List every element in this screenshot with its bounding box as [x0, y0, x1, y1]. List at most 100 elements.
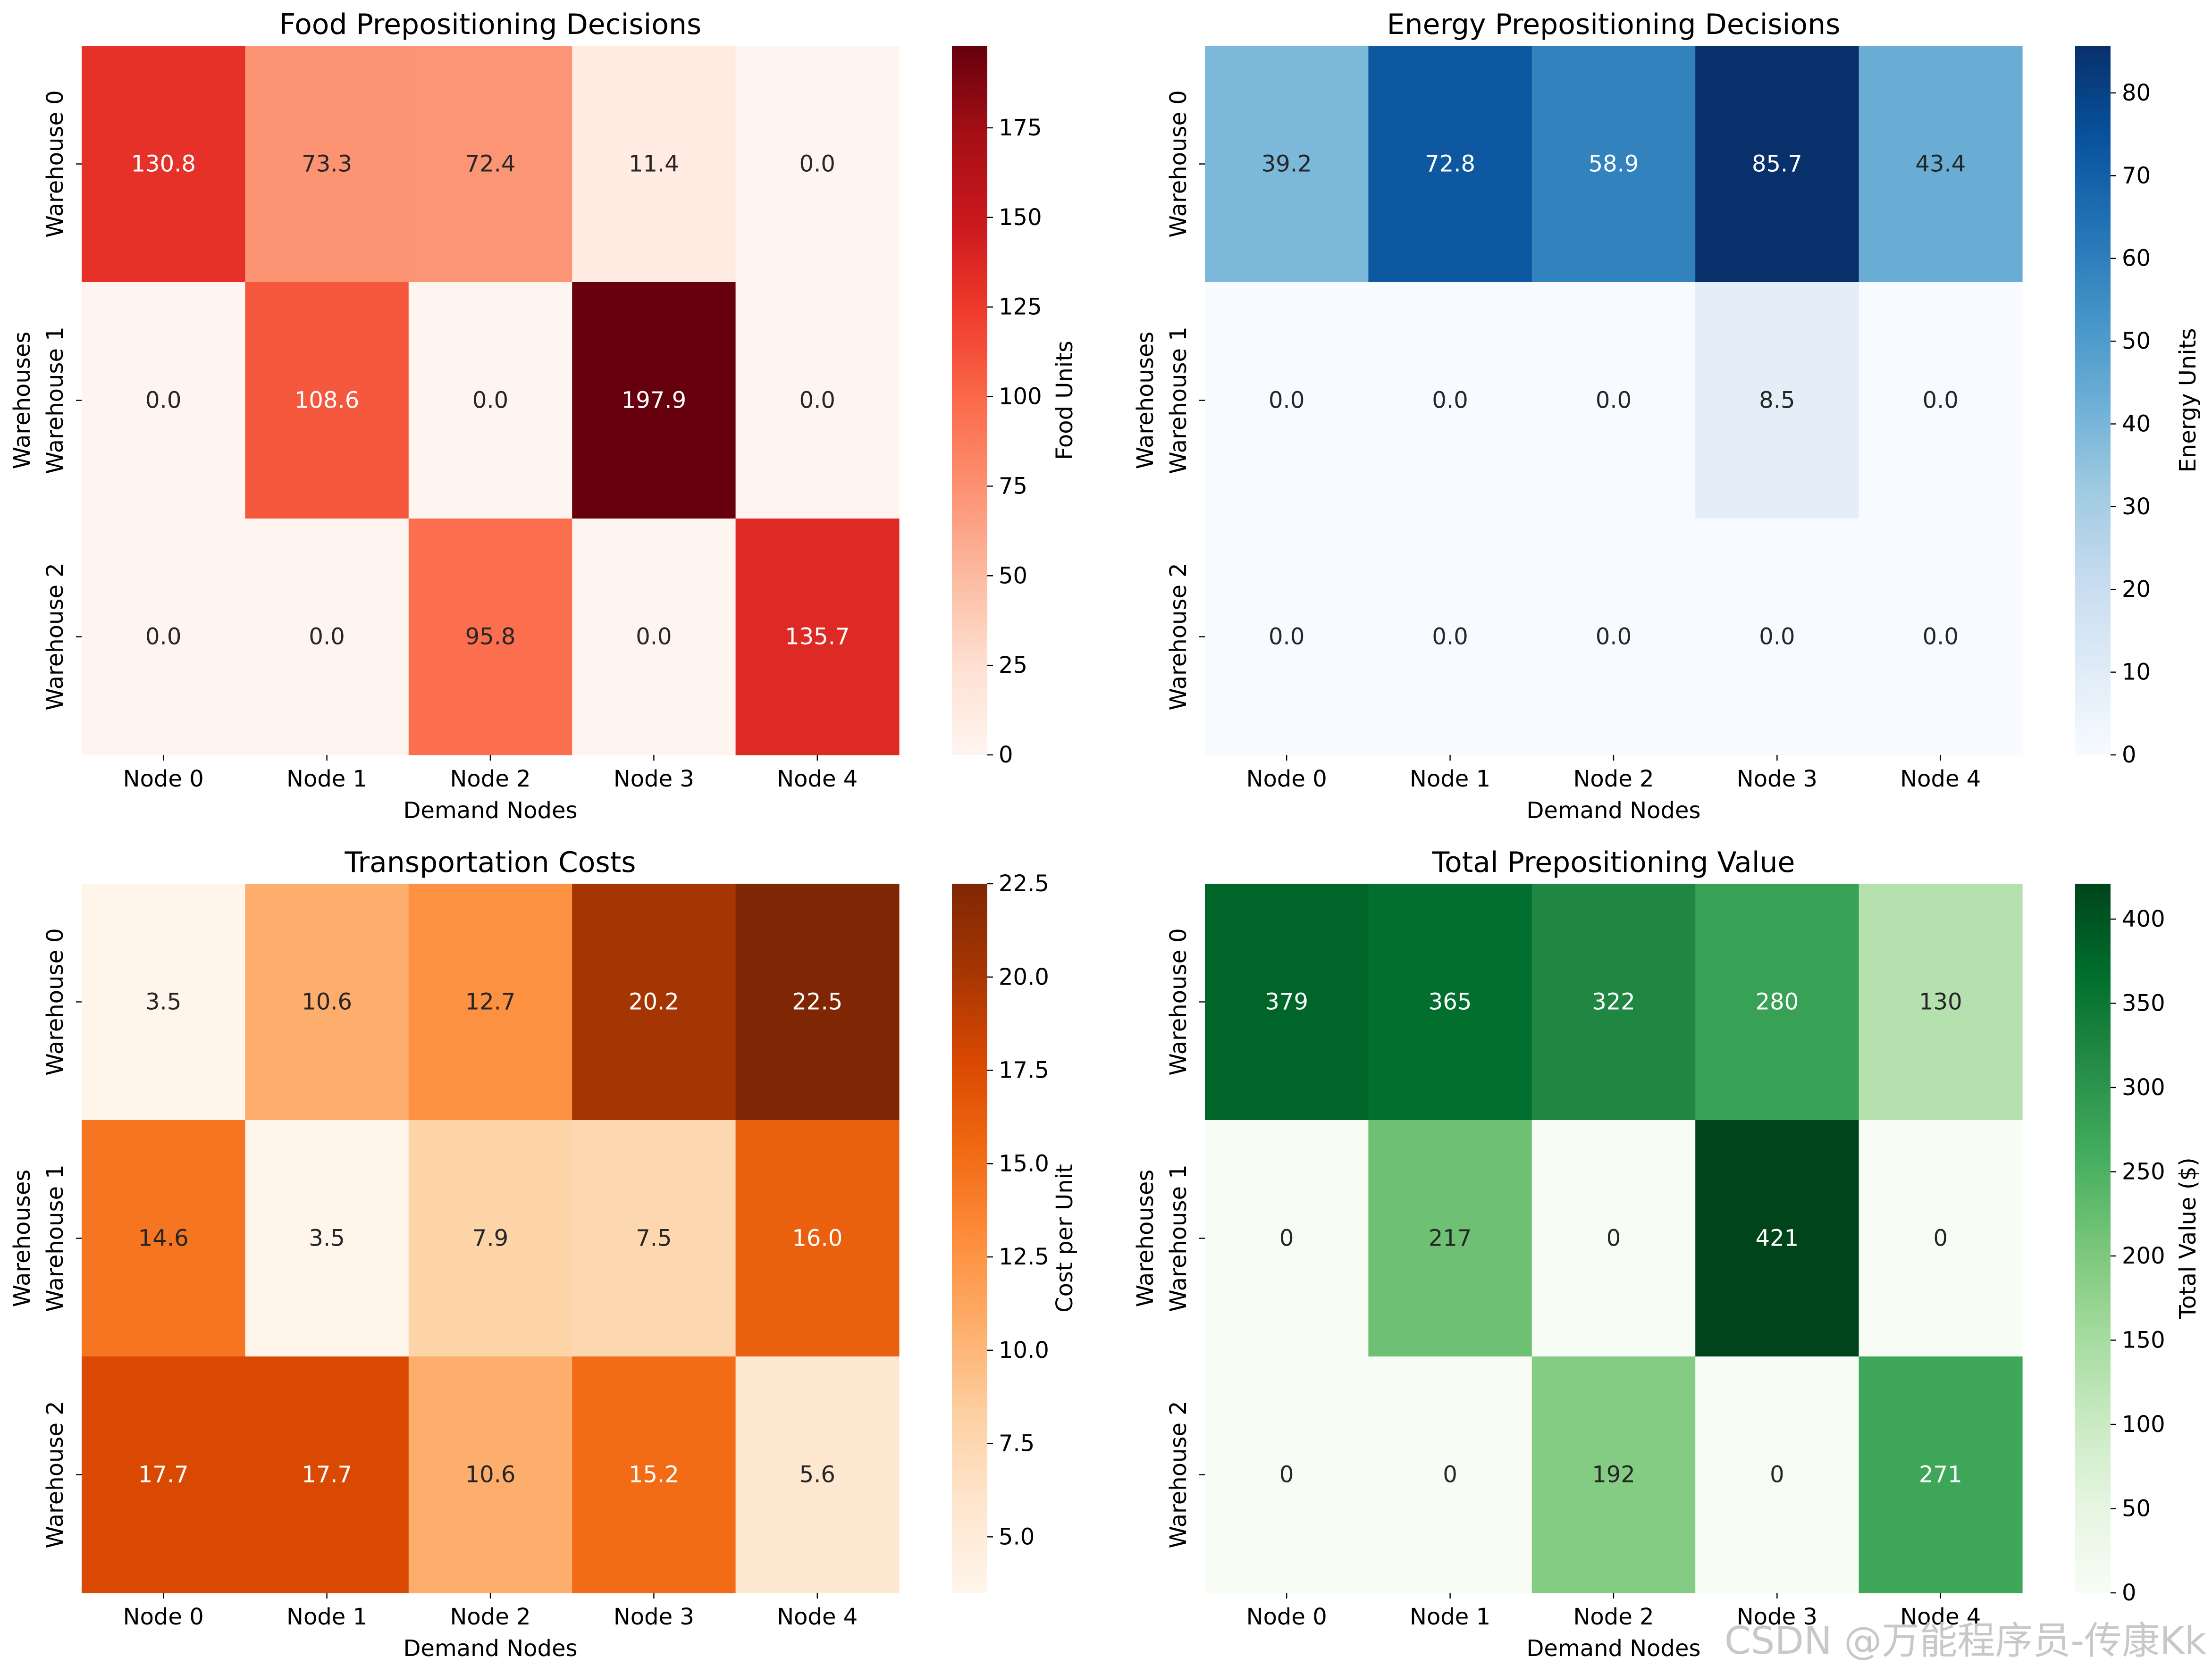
y-tick-label: Warehouse 2	[1165, 563, 1192, 711]
colorbar-tick-label: 0	[2122, 742, 2136, 768]
cell-value-label: 0.0	[1269, 387, 1304, 414]
y-tick-label: Warehouse 2	[1165, 1401, 1192, 1548]
heatmap-cell	[82, 1356, 245, 1593]
cell-value-label: 0.0	[1759, 624, 1795, 650]
heatmap-cell	[1859, 282, 2023, 519]
x-tick-label: Node 4	[1900, 1604, 1981, 1630]
heatmap-cell	[245, 282, 409, 519]
y-tick-label: Warehouse 1	[42, 1164, 68, 1312]
colorbar-tick-label: 200	[2122, 1243, 2165, 1269]
y-tick-label: Warehouse 1	[1165, 326, 1192, 474]
heatmap-cell	[1859, 884, 2023, 1121]
cell-value-label: 8.5	[1759, 387, 1795, 414]
cell-value-label: 135.7	[785, 624, 849, 650]
cell-value-label: 217	[1429, 1225, 1472, 1252]
cell-value-label: 130.8	[131, 151, 195, 177]
heatmap-cell	[1695, 519, 1859, 755]
x-tick-label: Node 3	[1737, 766, 1817, 792]
heatmap-cell	[1531, 1120, 1696, 1357]
colorbar-tick-label: 0	[2122, 1580, 2136, 1606]
cell-value-label: 12.7	[465, 989, 516, 1015]
cell-value-label: 0	[1279, 1462, 1294, 1488]
colorbar-tick-label: 50	[2122, 328, 2151, 354]
heatmap-cell	[245, 46, 409, 283]
heatmap-cell	[1368, 884, 1532, 1121]
heatmap-cell	[82, 282, 245, 519]
x-tick-label: Node 2	[450, 766, 530, 792]
cell-value-label: 0.0	[1923, 387, 1959, 414]
y-tick-label: Warehouse 0	[1165, 928, 1192, 1076]
cell-value-label: 7.9	[472, 1225, 508, 1252]
cell-value-label: 192	[1592, 1462, 1635, 1488]
cell-value-label: 0.0	[145, 387, 181, 414]
panel-title: Total Prepositioning Value	[1432, 846, 1795, 879]
cell-value-label: 17.7	[302, 1462, 352, 1488]
heatmap-cell	[735, 1120, 900, 1357]
colorbar-tick-label: 250	[2122, 1158, 2165, 1185]
colorbar-label: Food Units	[1051, 341, 1078, 460]
panel-title: Food Prepositioning Decisions	[279, 8, 702, 41]
y-tick-label: Warehouse 1	[42, 326, 68, 474]
cell-value-label: 421	[1756, 1225, 1799, 1252]
colorbar-tick-label: 0	[999, 742, 1013, 768]
colorbar-tick-label: 22.5	[999, 870, 1049, 897]
colorbar-tick-label: 10	[2122, 659, 2151, 686]
heatmap-cell	[1531, 519, 1696, 755]
y-axis-label: Warehouses	[1132, 332, 1159, 469]
cell-value-label: 0.0	[799, 151, 835, 177]
cell-value-label: 0	[1443, 1462, 1457, 1488]
y-tick-label: Warehouse 1	[1165, 1164, 1192, 1312]
colorbar-tick-label: 100	[2122, 1411, 2165, 1438]
colorbar-tick-label: 150	[2122, 1327, 2165, 1353]
heatmap-cell	[408, 1120, 572, 1357]
heatmap-cell	[1859, 46, 2023, 283]
panel-title: Energy Prepositioning Decisions	[1387, 8, 1841, 41]
colorbar-tick-label: 60	[2122, 245, 2151, 272]
heatmap-cell	[1368, 46, 1532, 283]
heatmap-cell	[735, 282, 900, 519]
colorbar-tick-label: 5.0	[999, 1523, 1035, 1550]
heatmap-cell	[1695, 1356, 1859, 1593]
colorbar-tick-label: 100	[999, 384, 1042, 410]
y-tick-label: Warehouse 0	[42, 90, 68, 238]
colorbar-label: Cost per Unit	[1051, 1164, 1078, 1313]
colorbar	[952, 46, 987, 755]
heatmap-cell	[735, 46, 900, 283]
heatmap-cell	[1205, 884, 1369, 1121]
heatmap-cell	[572, 1120, 736, 1357]
colorbar-tick-label: 70	[2122, 162, 2151, 189]
cell-value-label: 0.0	[1596, 387, 1632, 414]
colorbar-tick-label: 150	[999, 204, 1042, 231]
heatmap-panel-2: Transportation Costs 3.5 10.6 12.7 20.2 22.5 1…	[9, 846, 1078, 1662]
y-axis-label: Warehouses	[1132, 1170, 1159, 1307]
x-tick-label: Node 4	[1900, 766, 1981, 792]
heatmap-panel-1: Energy Prepositioning Decisions 39.2 72.8 5…	[1132, 8, 2201, 824]
heatmap-cell	[245, 519, 409, 755]
cell-value-label: 0.0	[1432, 387, 1468, 414]
heatmap-cell	[1695, 1120, 1859, 1357]
colorbar	[952, 884, 987, 1593]
colorbar-tick-label: 400	[2122, 906, 2165, 932]
x-tick-label: Node 1	[1410, 766, 1490, 792]
x-tick-label: Node 4	[777, 1604, 858, 1630]
heatmap-cell	[1859, 1120, 2023, 1357]
cell-value-label: 197.9	[622, 387, 686, 414]
heatmap-cell	[572, 1356, 736, 1593]
cell-value-label: 11.4	[629, 151, 679, 177]
x-axis-label: Demand Nodes	[1526, 797, 1700, 824]
x-tick-label: Node 0	[123, 766, 204, 792]
colorbar	[2075, 884, 2111, 1593]
cell-value-label: 322	[1592, 989, 1635, 1015]
cell-value-label: 0.0	[1432, 624, 1468, 650]
cell-value-label: 22.5	[792, 989, 842, 1015]
heatmap-cell	[735, 884, 900, 1121]
x-tick-label: Node 2	[1573, 1604, 1654, 1630]
heatmap-cell	[1368, 282, 1532, 519]
colorbar-tick-label: 80	[2122, 80, 2151, 106]
cell-value-label: 10.6	[302, 989, 352, 1015]
heatmap-cell	[408, 519, 572, 755]
cell-value-label: 85.7	[1752, 151, 1802, 177]
cell-value-label: 72.4	[465, 151, 516, 177]
colorbar-tick-label: 15.0	[999, 1150, 1049, 1177]
